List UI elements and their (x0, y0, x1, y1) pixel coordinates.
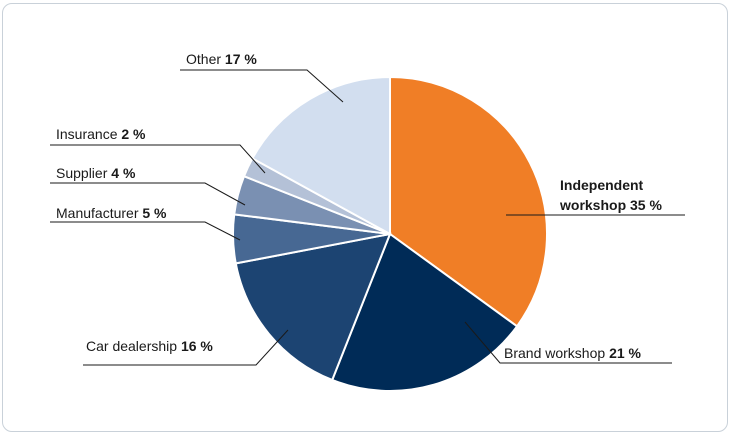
leader-line (180, 69, 344, 103)
slice-percent: 35 % (630, 197, 662, 213)
slice-percent: 21 % (609, 345, 641, 361)
leader-line (50, 144, 266, 174)
slice-label: Brand workshop 21 % (504, 345, 642, 361)
pie-slice-car-dealership (234, 232, 392, 382)
slice-labels: Independent workshop 35 % Brand workshop 2… (56, 51, 662, 361)
slice-label: Supplier 4 % (56, 165, 136, 181)
pie-slice-brand-workshop (330, 232, 519, 392)
slice-label: Independent workshop 35 % (559, 177, 662, 213)
pie-slice-other (251, 75, 391, 236)
leader-line (464, 321, 672, 364)
slice-label: Manufacturer 5 % (56, 205, 167, 221)
leader-line (83, 329, 289, 366)
slice-percent: 17 % (225, 51, 257, 67)
slice-label: Insurance 2 % (56, 126, 146, 142)
slice-label: Car dealership 16 % (86, 338, 213, 354)
leader-lines (50, 69, 685, 366)
slice-percent: 5 % (142, 205, 167, 221)
slice-percent: 4 % (111, 165, 136, 181)
leader-line (50, 221, 241, 241)
pie-slice-independent-workshop (389, 75, 548, 328)
slice-label: Other 17 % (186, 51, 257, 67)
leader-line (50, 182, 246, 206)
pie-slices (232, 75, 548, 392)
slice-percent: 2 % (121, 126, 146, 142)
slice-percent: 16 % (181, 338, 213, 354)
